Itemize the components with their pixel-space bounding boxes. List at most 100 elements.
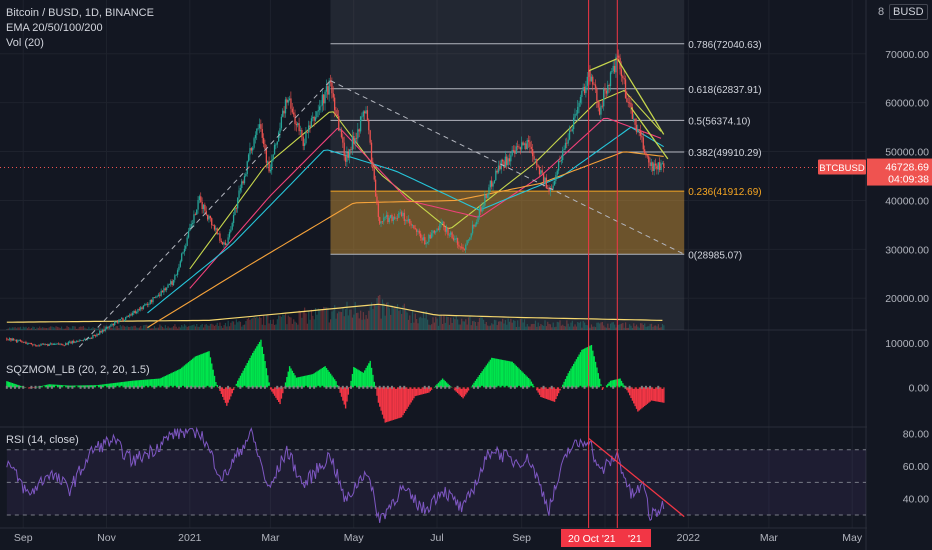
squeeze-dot [284, 385, 287, 389]
time-axis-tick: Nov [97, 532, 116, 544]
momentum-bar [631, 387, 634, 401]
candle-body [511, 150, 513, 156]
momentum-bar [521, 371, 523, 388]
candle-body [58, 343, 60, 345]
squeeze-dot [210, 385, 213, 389]
momentum-bar [323, 367, 325, 388]
momentum-bar [282, 387, 284, 394]
candle-body [88, 338, 90, 339]
symbol-title[interactable]: Bitcoin / BUSD, 1D, BINANCE [6, 7, 154, 19]
momentum-bar [183, 365, 186, 388]
candle-body [226, 243, 228, 246]
momentum-bar [197, 355, 199, 388]
candle-body [64, 343, 67, 346]
candle-body [198, 196, 201, 201]
volume-bar [174, 324, 176, 330]
volume-bar [131, 326, 134, 330]
ema-indicator-label[interactable]: EMA 20/50/100/200 [6, 22, 103, 34]
volume-bar [405, 308, 407, 330]
candle-body [299, 129, 302, 132]
volume-bar [339, 311, 341, 330]
momentum-bar [23, 387, 26, 388]
candle-body [409, 218, 411, 224]
momentum-bar [485, 365, 487, 388]
momentum-bar [301, 376, 303, 388]
volume-bar [89, 328, 91, 330]
momentum-bar [455, 387, 457, 392]
candle-body [256, 128, 258, 135]
volume-bar [581, 327, 583, 330]
volume-bar [518, 326, 520, 330]
momentum-bar [99, 384, 101, 388]
squeeze-dot [563, 385, 566, 389]
momentum-bar [13, 383, 15, 388]
volume-bar [558, 322, 560, 330]
momentum-bar [278, 387, 280, 402]
candle-body [377, 203, 380, 218]
volume-bar [316, 314, 318, 330]
candle-body [609, 72, 612, 86]
momentum-bar [656, 387, 658, 402]
volume-bar [32, 326, 34, 330]
candle-body [508, 158, 511, 162]
volume-bar [533, 323, 535, 330]
volume-bar [644, 323, 646, 330]
volume-bar [248, 317, 250, 330]
squeeze-dot [636, 385, 639, 389]
volume-bar [290, 317, 292, 330]
momentum-bar [261, 346, 264, 388]
momentum-bar [384, 387, 386, 423]
rsi-indicator-label[interactable]: RSI (14, close) [6, 434, 79, 446]
candle-body [130, 314, 132, 316]
momentum-bar [568, 370, 571, 388]
candle-body [469, 237, 471, 240]
momentum-bar [238, 378, 240, 388]
candle-body [39, 345, 41, 347]
squeeze-dot [255, 385, 258, 389]
scale-toggle-button[interactable]: 8 [878, 6, 885, 18]
momentum-bar [239, 375, 242, 388]
squeeze-dot [628, 385, 631, 389]
volume-bar [321, 309, 324, 330]
momentum-bar [254, 348, 257, 388]
volume-bar [380, 318, 382, 330]
momentum-bar [377, 387, 380, 403]
candle-body [245, 173, 247, 177]
volume-bar [499, 321, 501, 330]
momentum-bar [232, 387, 235, 391]
volume-bar [660, 327, 662, 330]
momentum-bar [489, 359, 492, 388]
last-price-tag-bg [867, 158, 932, 186]
momentum-bar [114, 382, 116, 388]
momentum-bar [362, 372, 365, 388]
volume-indicator-label[interactable]: Vol (20) [6, 37, 44, 49]
momentum-bar [527, 378, 530, 388]
momentum-bar [372, 374, 374, 388]
volume-bar [269, 319, 272, 330]
currency-button[interactable]: BUSD [889, 4, 928, 20]
symbol-tag-text: BTCBUSD [819, 163, 865, 174]
sqzmom-indicator-label[interactable]: SQZMOM_LB (20, 2, 20, 1.5) [6, 364, 150, 376]
volume-bar [100, 328, 102, 330]
candle-body [523, 143, 526, 145]
volume-bar [538, 326, 541, 330]
volume-bar [463, 321, 466, 330]
volume-bar [454, 319, 456, 330]
momentum-bar [572, 363, 575, 388]
momentum-bar [465, 387, 467, 395]
squeeze-dot [104, 385, 107, 389]
volume-bar [183, 324, 186, 330]
candle-body [222, 242, 224, 245]
momentum-bar [657, 387, 660, 402]
volume-bar [182, 326, 184, 330]
volume-bar [313, 319, 315, 330]
momentum-bar [19, 385, 22, 388]
squeeze-dot [489, 385, 492, 389]
candle-body [286, 99, 288, 103]
candle-body [227, 237, 229, 244]
candle-body [570, 130, 572, 132]
volume-bar [62, 328, 64, 330]
momentum-bar [260, 339, 262, 388]
squeeze-dot [333, 385, 336, 389]
